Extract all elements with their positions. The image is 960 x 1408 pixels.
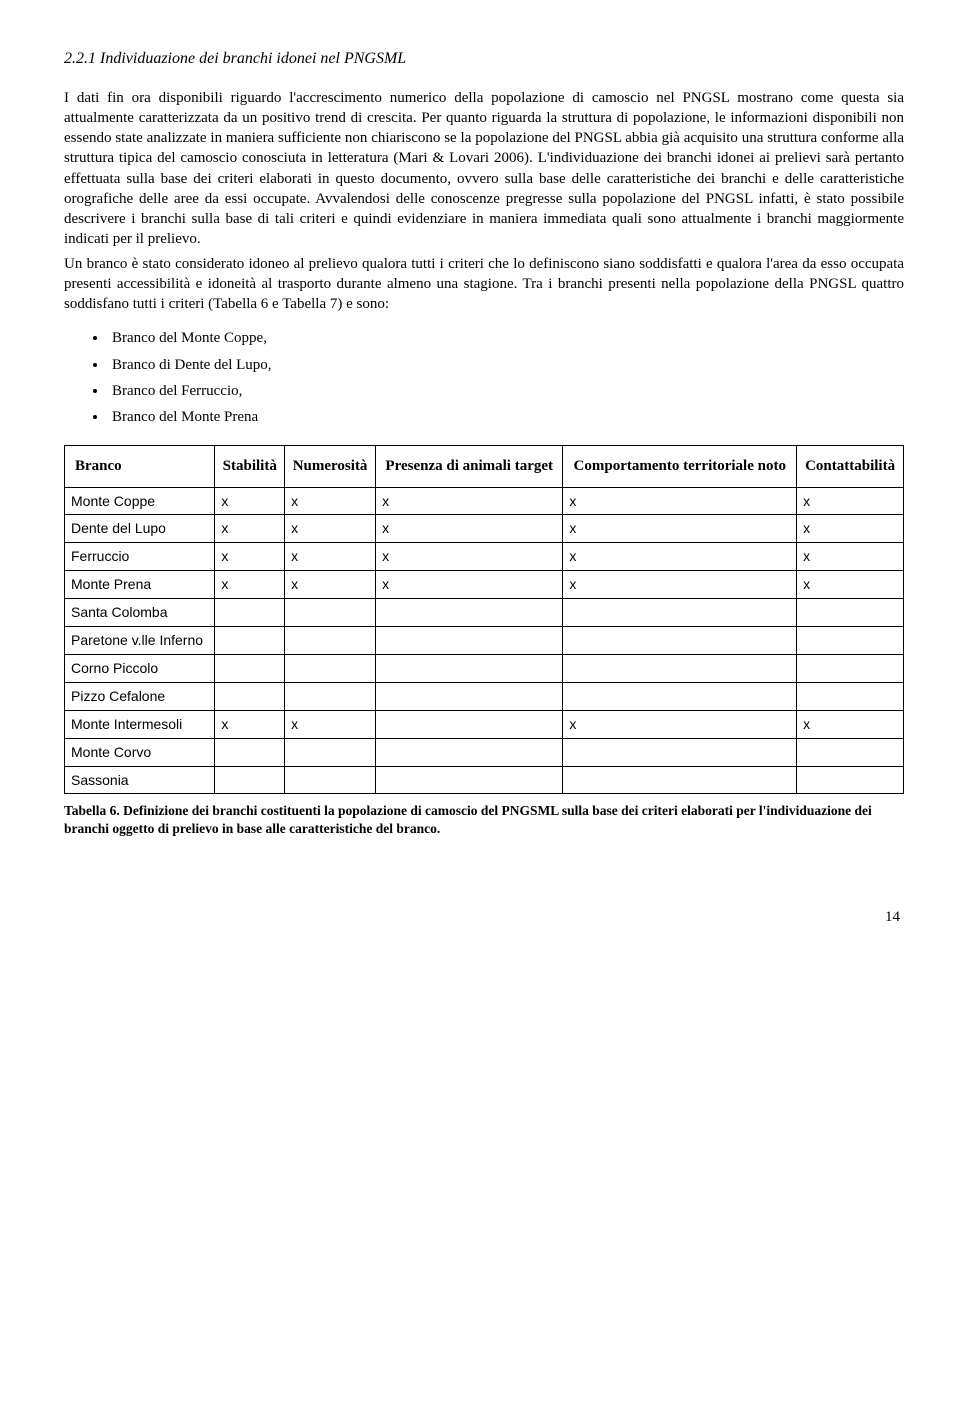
row-name-cell: Monte Intermesoli (65, 710, 215, 738)
row-value-cell: x (285, 543, 376, 571)
row-value-cell (215, 738, 285, 766)
row-value-cell (797, 599, 904, 627)
row-value-cell: x (376, 571, 563, 599)
row-value-cell: x (563, 543, 797, 571)
row-value-cell (376, 599, 563, 627)
table-row: Monte Coppexxxxx (65, 487, 904, 515)
list-item: Branco di Dente del Lupo, (108, 355, 904, 375)
row-value-cell (376, 738, 563, 766)
row-name-cell: Monte Corvo (65, 738, 215, 766)
row-value-cell (285, 766, 376, 794)
row-value-cell (563, 654, 797, 682)
row-value-cell (563, 682, 797, 710)
row-value-cell: x (285, 515, 376, 543)
table-body: Monte CoppexxxxxDente del LupoxxxxxFerru… (65, 487, 904, 794)
paragraph-2: Un branco è stato considerato idoneo al … (64, 254, 904, 315)
table-row: Monte Corvo (65, 738, 904, 766)
row-value-cell (376, 654, 563, 682)
row-name-cell: Dente del Lupo (65, 515, 215, 543)
row-value-cell (215, 682, 285, 710)
col-stabilita: Stabilità (215, 446, 285, 487)
body-text: I dati fin ora disponibili riguardo l'ac… (64, 88, 904, 315)
paragraph-1: I dati fin ora disponibili riguardo l'ac… (64, 88, 904, 250)
row-value-cell: x (563, 515, 797, 543)
row-value-cell (563, 627, 797, 655)
row-value-cell: x (285, 710, 376, 738)
table-header-row: Branco Stabilità Numerosità Presenza di … (65, 446, 904, 487)
row-name-cell: Paretone v.lle Inferno (65, 627, 215, 655)
row-value-cell (285, 627, 376, 655)
row-value-cell (563, 599, 797, 627)
row-value-cell (376, 710, 563, 738)
row-name-cell: Santa Colomba (65, 599, 215, 627)
row-value-cell: x (215, 515, 285, 543)
row-value-cell (215, 766, 285, 794)
row-value-cell (797, 654, 904, 682)
row-value-cell (563, 766, 797, 794)
row-value-cell (376, 766, 563, 794)
bullet-list: Branco del Monte Coppe, Branco di Dente … (92, 328, 904, 427)
row-value-cell: x (376, 515, 563, 543)
row-value-cell (285, 654, 376, 682)
row-value-cell (215, 599, 285, 627)
row-value-cell: x (285, 487, 376, 515)
row-value-cell (797, 682, 904, 710)
row-value-cell: x (215, 543, 285, 571)
row-value-cell: x (797, 710, 904, 738)
row-value-cell: x (376, 487, 563, 515)
page-number: 14 (64, 907, 904, 927)
row-value-cell: x (563, 571, 797, 599)
row-name-cell: Ferruccio (65, 543, 215, 571)
table-row: Santa Colomba (65, 599, 904, 627)
list-item: Branco del Monte Prena (108, 407, 904, 427)
table-row: Dente del Lupoxxxxx (65, 515, 904, 543)
row-value-cell: x (285, 571, 376, 599)
row-value-cell: x (215, 571, 285, 599)
row-value-cell: x (215, 710, 285, 738)
criteria-table: Branco Stabilità Numerosità Presenza di … (64, 445, 904, 794)
table-row: Corno Piccolo (65, 654, 904, 682)
table-row: Monte Prenaxxxxx (65, 571, 904, 599)
row-value-cell (285, 599, 376, 627)
row-value-cell: x (797, 543, 904, 571)
table-row: Pizzo Cefalone (65, 682, 904, 710)
row-value-cell: x (797, 487, 904, 515)
row-value-cell (285, 738, 376, 766)
row-value-cell: x (797, 571, 904, 599)
row-value-cell: x (563, 487, 797, 515)
col-branco: Branco (65, 446, 215, 487)
row-value-cell (376, 627, 563, 655)
row-name-cell: Monte Prena (65, 571, 215, 599)
col-presenza: Presenza di animali target (376, 446, 563, 487)
col-contattabilita: Contattabilità (797, 446, 904, 487)
row-name-cell: Monte Coppe (65, 487, 215, 515)
table-caption: Tabella 6. Definizione dei branchi costi… (64, 802, 904, 837)
row-value-cell: x (797, 515, 904, 543)
row-value-cell (797, 738, 904, 766)
row-name-cell: Corno Piccolo (65, 654, 215, 682)
row-value-cell (797, 627, 904, 655)
row-value-cell: x (563, 710, 797, 738)
row-value-cell (563, 738, 797, 766)
table-row: Sassonia (65, 766, 904, 794)
col-numerosita: Numerosità (285, 446, 376, 487)
row-value-cell (215, 627, 285, 655)
table-row: Paretone v.lle Inferno (65, 627, 904, 655)
row-value-cell (797, 766, 904, 794)
list-item: Branco del Monte Coppe, (108, 328, 904, 348)
section-heading: 2.2.1 Individuazione dei branchi idonei … (64, 48, 904, 70)
list-item: Branco del Ferruccio, (108, 381, 904, 401)
col-comportamento: Comportamento territoriale noto (563, 446, 797, 487)
row-value-cell: x (376, 543, 563, 571)
row-value-cell: x (215, 487, 285, 515)
row-name-cell: Pizzo Cefalone (65, 682, 215, 710)
row-name-cell: Sassonia (65, 766, 215, 794)
table-row: Ferruccioxxxxx (65, 543, 904, 571)
row-value-cell (215, 654, 285, 682)
table-row: Monte Intermesolixxxx (65, 710, 904, 738)
row-value-cell (376, 682, 563, 710)
row-value-cell (285, 682, 376, 710)
